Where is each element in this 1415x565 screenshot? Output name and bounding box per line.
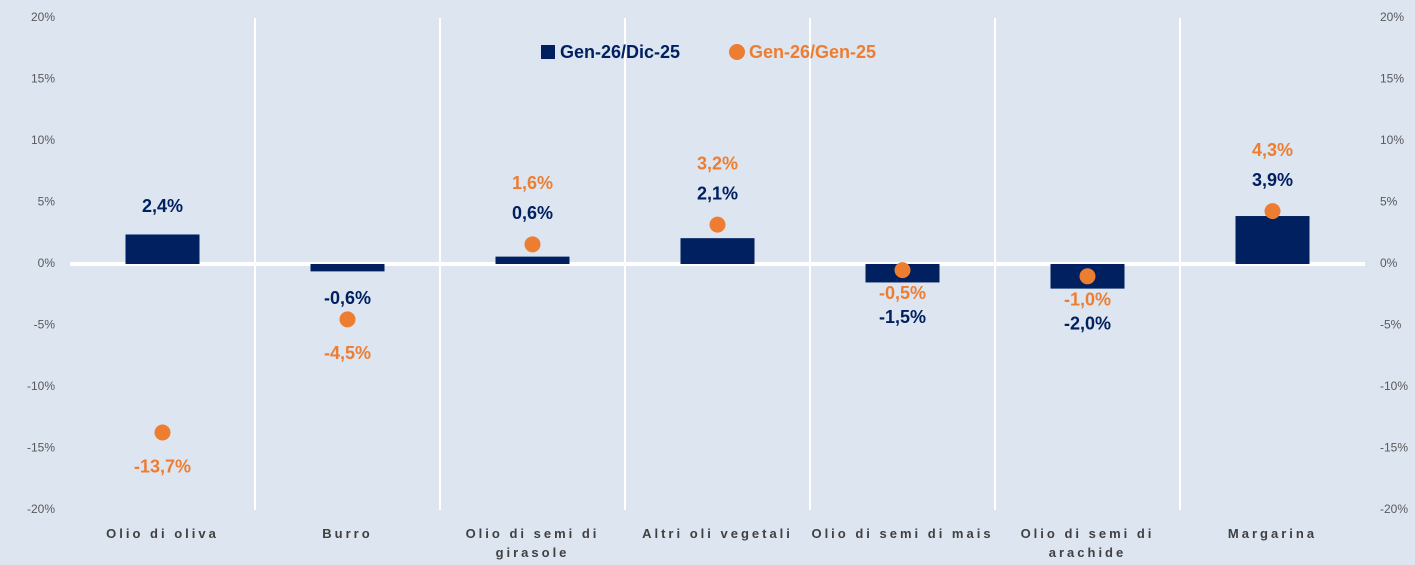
y-tick-label: -20% xyxy=(27,502,55,516)
y-tick-label: 15% xyxy=(31,72,55,86)
scatter-point xyxy=(154,424,171,441)
y2-tick-label: 20% xyxy=(1380,10,1404,24)
point-value-label: -1,0% xyxy=(1064,289,1111,309)
bar-value-label: -1,5% xyxy=(879,307,926,327)
x-tick-label: Margarina xyxy=(1227,526,1318,541)
point-value-label: 4,3% xyxy=(1252,140,1293,160)
x-tick-label: Olio di semi di girasole xyxy=(465,526,600,560)
scatter-point xyxy=(1079,268,1096,285)
y-tick-label: -15% xyxy=(27,441,55,455)
point-value-label: 1,6% xyxy=(512,173,553,193)
y2-tick-label: -5% xyxy=(1380,318,1402,332)
bar xyxy=(1235,216,1310,264)
x-tick-label: Olio di semi di mais xyxy=(811,526,994,541)
bar-value-label: -0,6% xyxy=(324,288,371,308)
y2-tick-label: 5% xyxy=(1380,195,1398,209)
bar xyxy=(125,234,200,264)
bar xyxy=(680,238,755,264)
y2-tick-label: -20% xyxy=(1380,502,1408,516)
bar-value-label: 2,1% xyxy=(697,183,738,203)
y2-tick-label: 0% xyxy=(1380,256,1398,270)
scatter-point xyxy=(339,311,356,328)
point-value-label: -4,5% xyxy=(324,343,371,363)
y-tick-label: 0% xyxy=(38,256,56,270)
bar-value-label: -2,0% xyxy=(1064,313,1111,333)
y-tick-label: 5% xyxy=(38,195,56,209)
x-tick-label: Olio di oliva xyxy=(106,526,219,541)
bar-value-label: 0,6% xyxy=(512,203,553,223)
legend-label: Gen-26/Dic-25 xyxy=(560,42,680,62)
bar xyxy=(495,256,570,264)
point-value-label: 3,2% xyxy=(697,153,738,173)
legend-swatch xyxy=(541,45,555,59)
scatter-point xyxy=(709,216,726,233)
y2-tick-label: 10% xyxy=(1380,133,1404,147)
y-tick-label: 20% xyxy=(31,10,55,24)
y-tick-label: -10% xyxy=(27,379,55,393)
point-value-label: -0,5% xyxy=(879,283,926,303)
x-tick-label: Olio di semi di arachide xyxy=(1020,526,1155,560)
scatter-point xyxy=(524,236,541,253)
y2-tick-label: -15% xyxy=(1380,441,1408,455)
scatter-point xyxy=(894,262,911,279)
point-value-label: -13,7% xyxy=(134,456,191,476)
y2-tick-label: 15% xyxy=(1380,72,1404,86)
legend-label: Gen-26/Gen-25 xyxy=(749,42,876,62)
bar xyxy=(310,264,385,272)
bar-value-label: 2,4% xyxy=(142,196,183,216)
x-tick-label: Burro xyxy=(322,526,373,541)
y-tick-label: 10% xyxy=(31,133,55,147)
y-tick-label: -5% xyxy=(34,318,56,332)
scatter-point xyxy=(1264,203,1281,220)
x-tick-label: Altri oli vegetali xyxy=(642,526,793,541)
legend-swatch xyxy=(729,44,745,60)
bar-value-label: 3,9% xyxy=(1252,170,1293,190)
y2-tick-label: -10% xyxy=(1380,379,1408,393)
